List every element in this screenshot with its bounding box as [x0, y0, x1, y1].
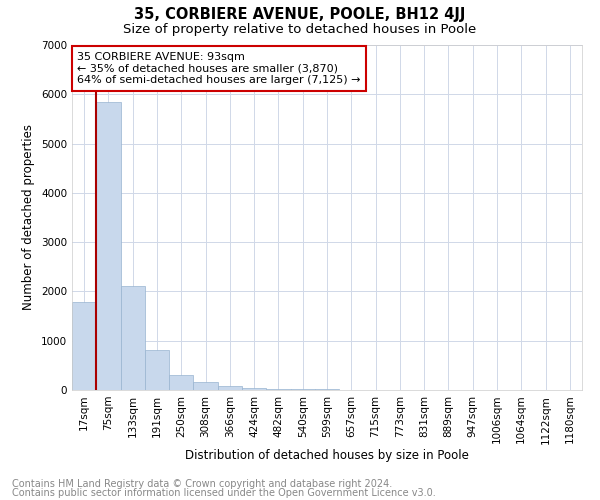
Bar — [121, 286, 145, 390]
X-axis label: Distribution of detached houses by size in Poole: Distribution of detached houses by size … — [185, 449, 469, 462]
Bar — [96, 102, 121, 390]
Y-axis label: Number of detached properties: Number of detached properties — [22, 124, 35, 310]
Text: Contains public sector information licensed under the Open Government Licence v3: Contains public sector information licen… — [12, 488, 436, 498]
Bar — [72, 302, 96, 390]
Text: Contains HM Land Registry data © Crown copyright and database right 2024.: Contains HM Land Registry data © Crown c… — [12, 479, 392, 489]
Bar — [218, 386, 242, 390]
Bar — [193, 382, 218, 390]
Bar — [242, 388, 266, 390]
Bar — [169, 374, 193, 390]
Bar — [290, 389, 315, 390]
Text: 35 CORBIERE AVENUE: 93sqm
← 35% of detached houses are smaller (3,870)
64% of se: 35 CORBIERE AVENUE: 93sqm ← 35% of detac… — [77, 52, 361, 85]
Bar — [266, 388, 290, 390]
Bar — [145, 350, 169, 390]
Text: Size of property relative to detached houses in Poole: Size of property relative to detached ho… — [124, 22, 476, 36]
Text: 35, CORBIERE AVENUE, POOLE, BH12 4JJ: 35, CORBIERE AVENUE, POOLE, BH12 4JJ — [134, 8, 466, 22]
